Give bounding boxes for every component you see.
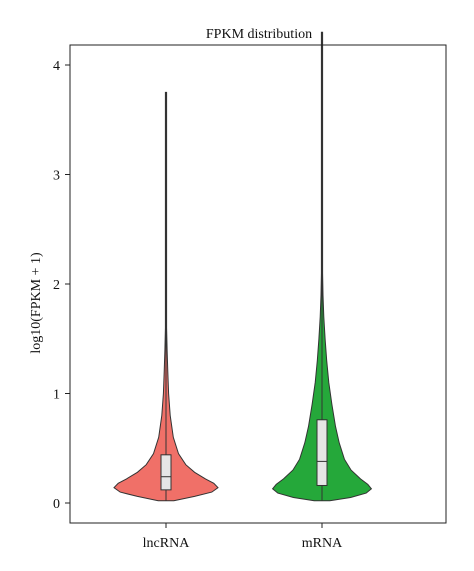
plot-frame: [69, 44, 447, 524]
box-iqr: [316, 419, 328, 486]
x-tick-label: mRNA: [302, 536, 343, 551]
y-tick-label: 2: [53, 278, 60, 293]
box-iqr: [160, 454, 172, 491]
x-tick-label: lncRNA: [143, 536, 191, 551]
y-tick-label: 1: [53, 388, 60, 403]
y-axis-label: log10(FPKM + 1): [29, 252, 44, 354]
violin-layer: [113, 31, 373, 502]
y-axis: 0 1 2 3 4: [53, 59, 70, 512]
y-tick-label: 4: [53, 59, 60, 74]
y-tick-label: 3: [53, 169, 60, 184]
x-axis: lncRNA mRNA: [143, 523, 343, 551]
y-tick-label: 0: [53, 497, 60, 512]
chart-title: FPKM distribution: [206, 27, 312, 42]
